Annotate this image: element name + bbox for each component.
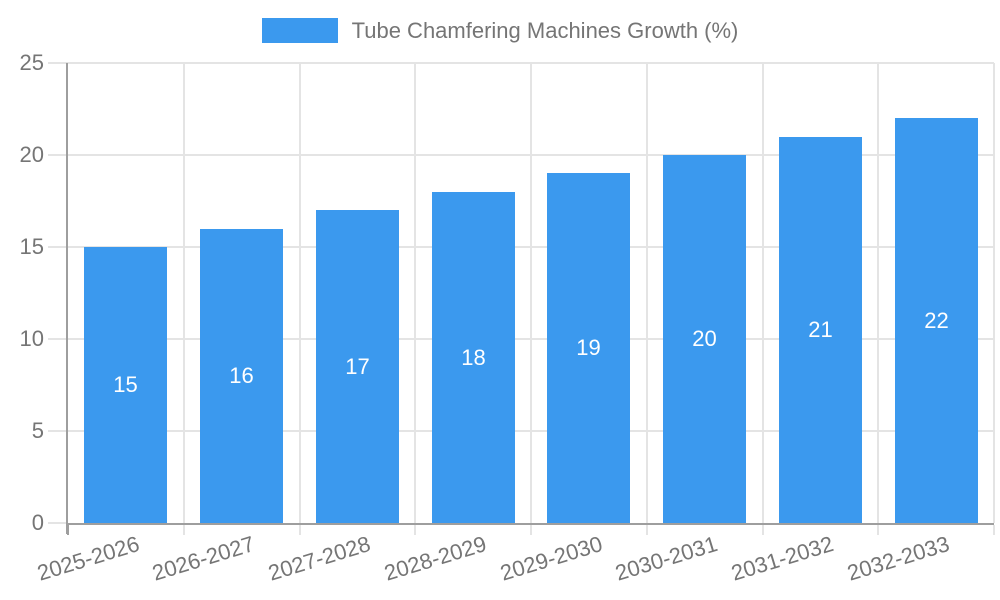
y-axis-tick: [48, 430, 68, 432]
x-axis-tick: [761, 525, 764, 535]
y-tick-label: 10: [19, 326, 44, 351]
y-tick-label: 0: [31, 510, 44, 535]
x-tick-label: 2027-2028: [265, 531, 374, 586]
x-tick-label: 2028-2029: [381, 531, 490, 586]
x-axis-tick: [877, 525, 880, 535]
legend-color-swatch: [261, 18, 338, 43]
x-axis-line: [68, 523, 994, 525]
x-axis-tick: [645, 525, 648, 535]
legend-label: Tube Chamfering Machines Growth (%): [351, 18, 739, 43]
x-tick-label: 2025-2026: [33, 531, 142, 586]
x-tick-label: 2031-2032: [728, 531, 837, 586]
bar-value-label: 22: [924, 307, 949, 333]
bar-value-label: 19: [576, 335, 601, 360]
x-gridline: [182, 63, 185, 523]
x-tick-label: 2029-2030: [496, 531, 605, 586]
x-axis-tick: [67, 525, 69, 535]
x-gridline: [761, 63, 764, 523]
bar[interactable]: 16: [200, 229, 283, 523]
bar[interactable]: 22: [895, 118, 978, 523]
y-axis-tick: [48, 62, 68, 64]
x-tick-label: 2032-2033: [844, 531, 953, 586]
x-axis-tick: [298, 525, 301, 535]
x-gridline: [414, 63, 417, 523]
y-axis-tick: [48, 154, 68, 156]
y-axis-line: [66, 63, 68, 534]
y-tick-label: 15: [19, 234, 44, 259]
y-axis-tick: [48, 522, 68, 524]
y-tick-label: 20: [19, 142, 44, 167]
bar-value-label: 17: [345, 353, 370, 379]
y-tick-label: 5: [31, 418, 44, 443]
bar[interactable]: 18: [432, 192, 515, 523]
x-axis-tick: [182, 525, 185, 535]
x-axis-tick: [414, 525, 417, 535]
x-gridline: [993, 63, 995, 523]
bar-value-label: 16: [229, 363, 254, 388]
x-tick-label: 2030-2031: [612, 531, 721, 586]
x-gridline: [877, 63, 880, 523]
x-gridline: [298, 63, 301, 523]
y-tick-label: 25: [19, 50, 44, 75]
x-gridline: [530, 63, 532, 523]
y-axis-tick: [48, 338, 68, 340]
x-tick-label: 2026-2027: [149, 531, 258, 586]
y-axis-tick: [48, 246, 68, 248]
x-axis-tick: [530, 525, 532, 535]
chart-legend[interactable]: Tube Chamfering Machines Growth (%): [0, 18, 1000, 43]
bar[interactable]: 15: [84, 247, 167, 523]
bar-value-label: 21: [808, 317, 833, 342]
bar-value-label: 20: [692, 326, 717, 351]
bar[interactable]: 20: [663, 155, 746, 523]
bar-value-label: 15: [113, 372, 138, 397]
x-gridline: [645, 63, 648, 523]
x-axis-tick: [993, 525, 995, 535]
bar[interactable]: 19: [547, 173, 630, 523]
bar-value-label: 18: [461, 344, 486, 370]
bar[interactable]: 17: [316, 210, 399, 523]
bar[interactable]: 21: [779, 137, 862, 523]
